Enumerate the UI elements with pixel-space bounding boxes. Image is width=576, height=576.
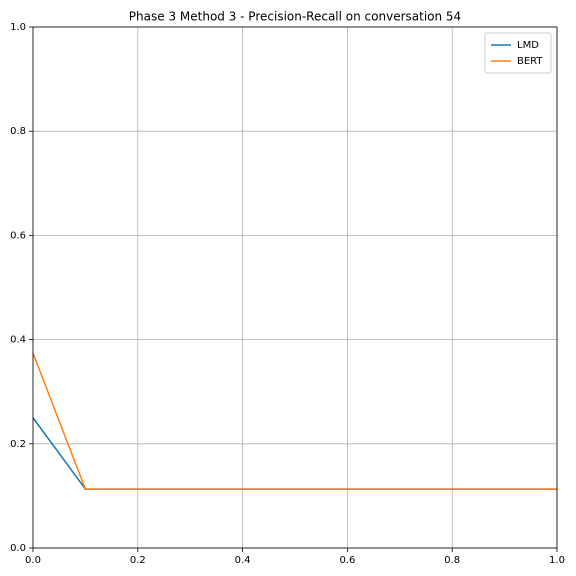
x-tick-label: 1.0 bbox=[549, 555, 565, 566]
chart-title: Phase 3 Method 3 - Precision-Recall on c… bbox=[129, 10, 461, 24]
y-tick-label: 0.2 bbox=[10, 439, 26, 450]
legend-box bbox=[484, 32, 552, 74]
x-tick-label: 0.4 bbox=[235, 555, 251, 566]
y-tick-label: 0.0 bbox=[10, 543, 26, 554]
x-tick-label: 0.6 bbox=[339, 555, 355, 566]
line-series bbox=[32, 352, 557, 490]
x-tick-label: 0.8 bbox=[444, 555, 460, 566]
plot-frame bbox=[32, 26, 558, 549]
x-tick-label: 0.2 bbox=[130, 555, 146, 566]
legend-label: LMD bbox=[517, 40, 539, 51]
y-tick-label: 1.0 bbox=[10, 22, 26, 33]
x-tick-label: 0.0 bbox=[25, 555, 41, 566]
y-tick-label: 0.8 bbox=[10, 126, 26, 137]
y-tick-label: 0.4 bbox=[10, 335, 26, 346]
y-tick-label: 0.6 bbox=[10, 230, 26, 241]
legend-label: BERT bbox=[517, 56, 543, 67]
